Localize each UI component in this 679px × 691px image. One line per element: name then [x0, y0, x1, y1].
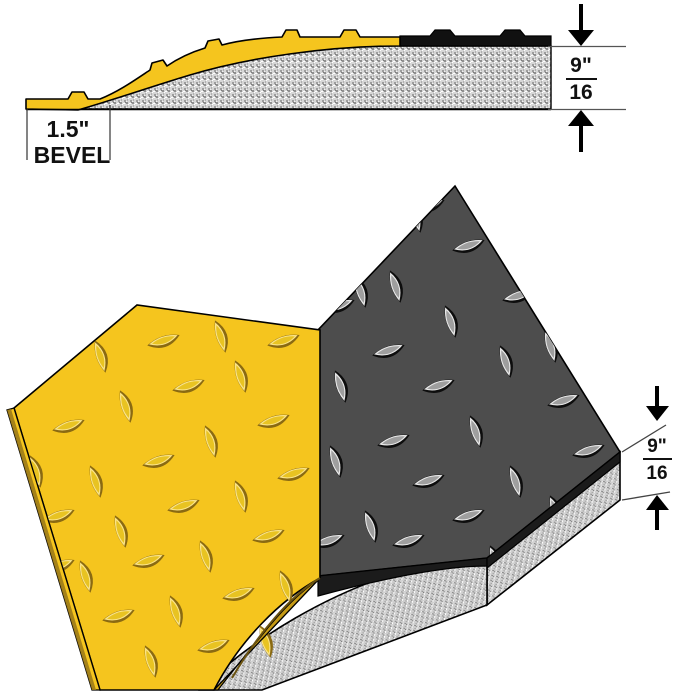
bevel-dimension-label: 1.5": [47, 116, 90, 142]
perspective-leader-top: [621, 424, 667, 453]
cross-section-view: 1.5" BEVEL 9" 16: [25, 4, 626, 168]
arrow-up-icon: [568, 110, 594, 152]
perspective-view: 9" 16: [6, 184, 672, 691]
arrow-down-icon: [568, 4, 594, 46]
yellow-front-bevel-edge-line: [231, 577, 321, 679]
yellow-left-bevel-shadow: [7, 409, 96, 690]
thickness-denominator: 16: [569, 81, 592, 104]
black-top-surface: [399, 29, 552, 47]
thickness-denominator-perspective: 16: [646, 463, 667, 484]
thickness-numerator: 9": [570, 54, 592, 77]
yellow-bevel-section: [25, 29, 401, 111]
dark-surface-right-chamfer: [486, 450, 621, 570]
dark-surface-front-chamfer: [317, 557, 488, 597]
bevel-word-label: BEVEL: [34, 142, 111, 168]
arrow-up-icon-perspective: [646, 495, 669, 530]
arrow-down-icon-perspective: [646, 386, 669, 421]
thickness-numerator-perspective: 9": [647, 436, 667, 457]
perspective-leader-bottom: [621, 491, 671, 501]
thickness-dimension-label-perspective: 9" 16: [643, 436, 672, 484]
thickness-dimension-label: 9" 16: [566, 54, 597, 104]
